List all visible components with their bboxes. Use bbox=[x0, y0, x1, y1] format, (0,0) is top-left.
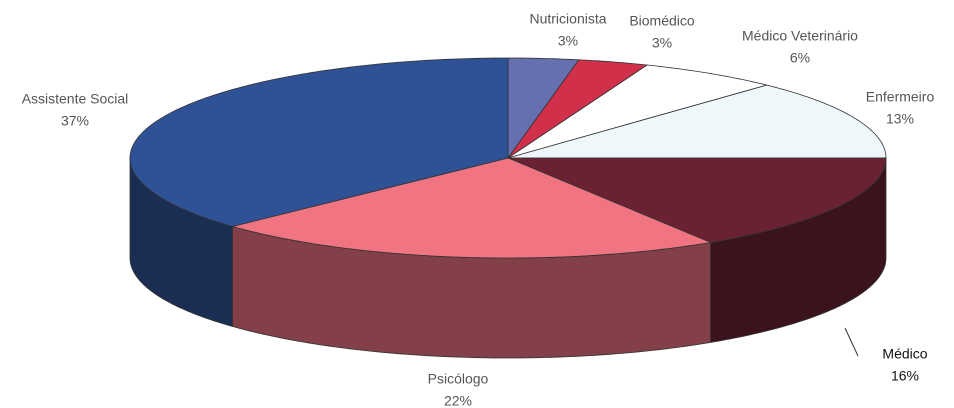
value-label: 16% bbox=[891, 368, 919, 384]
category-label: Biomédico bbox=[629, 13, 695, 29]
category-label: Psicólogo bbox=[428, 371, 489, 387]
value-label: 3% bbox=[652, 35, 672, 51]
slice bbox=[507, 59, 649, 159]
value-label: 13% bbox=[886, 111, 914, 127]
value-label: 22% bbox=[444, 393, 472, 408]
slice bbox=[230, 157, 712, 259]
slice bbox=[507, 84, 887, 159]
value-label: 6% bbox=[790, 50, 810, 66]
slice bbox=[507, 157, 887, 243]
category-label: Enfermeiro bbox=[866, 89, 935, 105]
slice bbox=[507, 64, 769, 159]
category-label: Médico bbox=[882, 346, 927, 362]
value-label: 37% bbox=[61, 113, 89, 129]
leader-line bbox=[844, 327, 859, 357]
slice bbox=[129, 57, 509, 227]
value-label: 3% bbox=[558, 33, 578, 49]
category-label: Nutricionista bbox=[529, 11, 606, 27]
category-label: Médico Veterinário bbox=[742, 28, 858, 44]
category-label: Assistente Social bbox=[22, 91, 129, 107]
